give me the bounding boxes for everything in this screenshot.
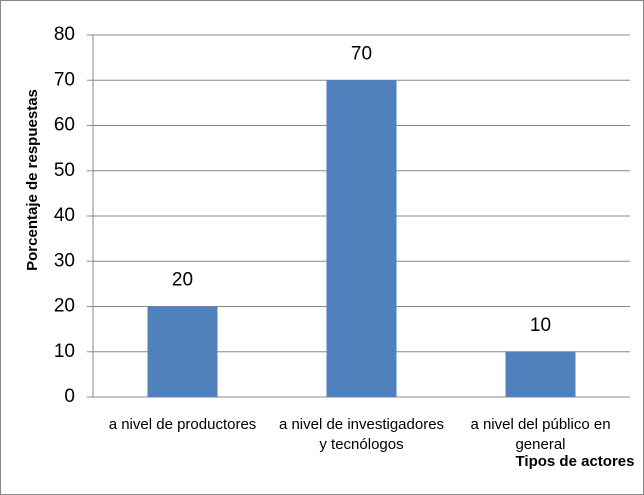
x-axis-label: Tipos de actores <box>516 453 635 470</box>
y-tick-label: 40 <box>54 205 75 226</box>
y-tick-label: 70 <box>54 69 75 90</box>
data-label: 10 <box>530 315 551 336</box>
y-axis-label: Porcentaje de respuestas <box>24 89 41 271</box>
data-label: 70 <box>351 43 372 64</box>
y-tick-label: 10 <box>54 341 75 362</box>
bar <box>505 351 576 397</box>
y-tick-label: 20 <box>54 296 75 317</box>
x-tick-label: a nivel de productores <box>108 416 257 433</box>
y-tick-label: 60 <box>54 115 75 136</box>
y-tick-label: 50 <box>54 160 75 181</box>
x-tick-label: a nivel del público en general <box>470 416 611 453</box>
x-tick-label: a nivel de investigadores y tecnólogos <box>278 416 445 453</box>
y-tick-label: 0 <box>64 386 75 407</box>
bar <box>147 306 218 397</box>
data-label: 20 <box>172 270 193 291</box>
y-tick-label: 80 <box>54 24 75 45</box>
bar <box>326 80 397 397</box>
y-tick-label: 30 <box>54 250 75 271</box>
